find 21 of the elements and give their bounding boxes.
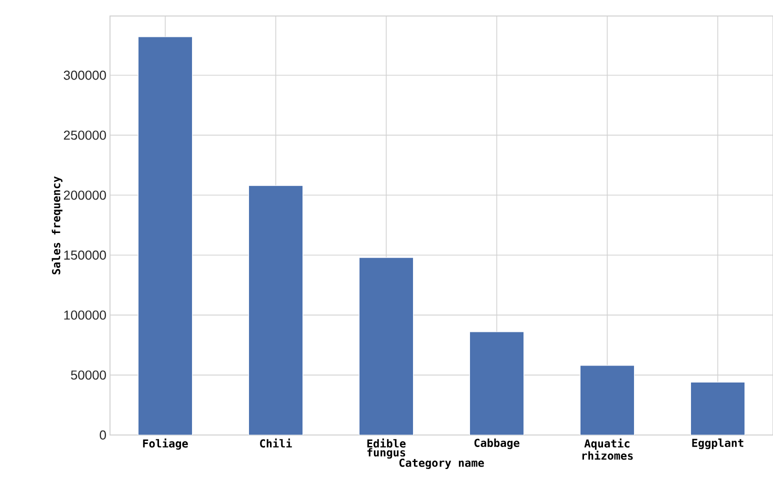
x-tick-label: Edible fungus	[367, 438, 406, 459]
y-tick-label: 250000	[64, 130, 106, 140]
x-tick-label: Aquatic rhizomes	[582, 438, 633, 460]
y-tick-label: 50000	[70, 370, 106, 380]
x-tick-label: Foliage	[143, 438, 188, 450]
bar	[248, 185, 304, 435]
y-tick-label: 100000	[64, 310, 106, 320]
bar	[580, 365, 635, 435]
x-axis-title: Category name	[399, 458, 484, 470]
x-tick-label: Cabbage	[474, 438, 520, 450]
bar	[138, 36, 193, 435]
y-axis-title: Sales frequency	[52, 176, 62, 274]
x-tick-label: Eggplant	[692, 438, 744, 450]
bar	[358, 257, 414, 435]
y-tick-label: 300000	[64, 70, 106, 80]
bar	[690, 382, 746, 435]
y-tick-label: 200000	[64, 190, 106, 200]
bar	[469, 332, 524, 435]
y-tick-label: 0	[100, 430, 106, 440]
y-tick-label: 150000	[64, 250, 106, 260]
x-tick-label: Chili	[260, 438, 292, 448]
